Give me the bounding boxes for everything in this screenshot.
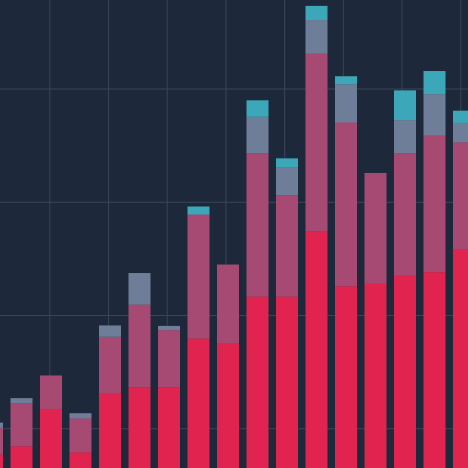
bar-segment-s3-c16 — [423, 94, 446, 136]
bar-segment-s3-c5 — [99, 325, 121, 337]
bar-segment-s1-c7 — [158, 387, 180, 468]
bar-segment-s1-c17 — [453, 248, 468, 468]
bar-segment-s2-c7 — [158, 330, 180, 388]
bar-segment-s1-c6 — [128, 387, 151, 468]
bar-segment-s2-c9 — [217, 264, 239, 344]
bar-segment-s3-c13 — [335, 84, 357, 123]
bar-segment-s4-c13 — [335, 76, 357, 85]
bar-segment-s2-c5 — [99, 336, 121, 394]
bar-segment-s4-c10 — [246, 100, 269, 117]
bar-segment-s4-c11 — [276, 158, 298, 168]
bar-segment-s2-c14 — [364, 172, 387, 284]
bar-segment-s3-c7 — [158, 325, 180, 331]
bar-segment-s3-c11 — [276, 167, 298, 196]
bar-segment-s1-c8 — [187, 338, 210, 468]
bar-segment-s1-c12 — [305, 231, 328, 468]
bar-segment-s3-c17 — [453, 122, 468, 143]
bar-segment-s4-c17 — [453, 110, 468, 123]
bar-segment-s1-c15 — [394, 275, 416, 468]
bar-segment-s1-c14 — [364, 283, 387, 468]
bar-segment-s3-c12 — [305, 20, 328, 54]
bar-segment-s1-c5 — [99, 393, 121, 468]
bar-segment-s1-c4 — [69, 452, 92, 468]
bar-segment-s2-c3 — [40, 375, 62, 409]
bar-segment-s3-c6 — [128, 273, 151, 305]
bar-segment-s3-c10 — [246, 116, 269, 154]
bars — [0, 5, 468, 468]
bar-segment-s2-c1 — [0, 427, 3, 455]
bar-segment-s3-c1 — [0, 422, 3, 428]
bar-segment-s2-c6 — [128, 304, 151, 388]
bar-segment-s1-c11 — [276, 296, 298, 468]
bar-segment-s3-c2 — [10, 398, 33, 404]
bar-segment-s4-c15 — [394, 90, 416, 121]
bar-segment-s1-c3 — [40, 408, 62, 468]
bar-segment-s1-c9 — [217, 343, 239, 468]
bar-segment-s2-c12 — [305, 53, 328, 232]
bar-segment-s2-c11 — [276, 195, 298, 297]
bar-segment-s2-c16 — [423, 135, 446, 273]
bar-segment-s4-c12 — [305, 5, 328, 21]
bar-segment-s1-c1 — [0, 454, 3, 468]
bar-segment-s2-c2 — [10, 403, 33, 447]
bar-segment-s2-c17 — [453, 142, 468, 249]
bar-segment-s1-c10 — [246, 296, 269, 468]
bar-segment-s4-c16 — [423, 71, 446, 95]
bar-segment-s2-c8 — [187, 214, 210, 339]
bar-segment-s1-c2 — [10, 446, 33, 468]
bar-segment-s2-c15 — [394, 153, 416, 276]
bar-segment-s1-c13 — [335, 286, 357, 468]
bar-segment-s3-c15 — [394, 120, 416, 154]
bar-segment-s2-c10 — [246, 153, 269, 297]
bar-segment-s2-c4 — [69, 418, 92, 453]
bar-segment-s1-c16 — [423, 272, 446, 468]
bar-segment-s2-c13 — [335, 122, 357, 287]
bar-segment-s3-c4 — [69, 413, 92, 419]
bar-segment-s4-c8 — [187, 206, 210, 215]
